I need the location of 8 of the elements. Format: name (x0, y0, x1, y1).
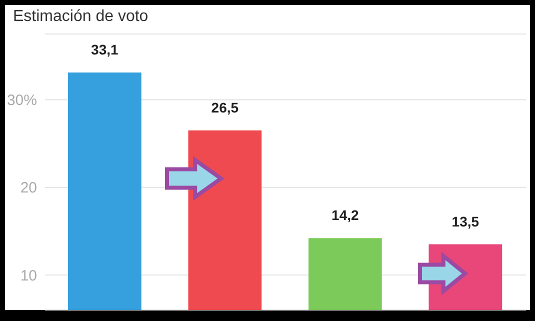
y-tick-label: 30% (6, 92, 37, 110)
y-tick-label: 20 (20, 180, 37, 197)
data-label: 33,1 (91, 42, 119, 58)
data-label: 14,2 (332, 207, 360, 224)
data-label: 13,5 (452, 213, 480, 230)
chart-title: Estimación de voto (13, 8, 148, 26)
data-label: 26,5 (211, 99, 239, 116)
y-tick-label: 10 (20, 267, 37, 284)
